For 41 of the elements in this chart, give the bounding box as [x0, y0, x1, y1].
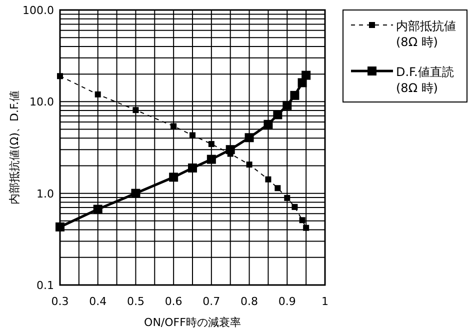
x-tick-label: 1 — [322, 295, 328, 308]
point — [190, 132, 196, 138]
y-axis-title: 内部抵抗値(Ω)、D.F.値 — [8, 90, 21, 205]
point — [206, 154, 216, 164]
point — [208, 141, 214, 148]
y-tick-label: 10.0 — [30, 96, 54, 109]
point — [264, 120, 273, 129]
x-tick-label: 0.5 — [126, 295, 144, 308]
point — [132, 107, 139, 114]
point — [57, 73, 63, 80]
point — [93, 204, 102, 214]
point — [244, 133, 254, 142]
point — [282, 100, 292, 110]
x-tick-label: 0.9 — [278, 295, 296, 308]
x-tick-label: 0.8 — [240, 295, 258, 308]
x-tick-label: 0.3 — [51, 295, 69, 308]
x-tick-label: 0.4 — [89, 295, 107, 308]
point — [188, 163, 197, 172]
point — [94, 91, 101, 98]
point — [284, 194, 290, 201]
point — [170, 123, 177, 130]
legend-label: D.F.値直読 (8Ω 時) — [396, 65, 454, 95]
point — [302, 70, 311, 80]
point — [265, 176, 272, 182]
point — [303, 224, 310, 231]
y-tick-label: 1.0 — [36, 187, 54, 200]
y-tick-label: 100.0 — [22, 4, 54, 17]
x-tick-label: 0.7 — [202, 295, 220, 308]
point — [292, 204, 298, 210]
point — [246, 162, 252, 168]
point — [290, 90, 300, 100]
point — [169, 172, 178, 182]
point — [56, 222, 64, 232]
x-tick-label: 0.6 — [164, 295, 182, 308]
legend-label: 内部抵抗値 (8Ω 時) — [396, 19, 456, 49]
x-axis-title: ON/OFF時の減衰率 — [144, 316, 241, 329]
point — [131, 188, 140, 198]
point — [273, 110, 282, 120]
point — [274, 185, 281, 192]
point — [299, 217, 306, 224]
y-tick-label: 0.1 — [36, 279, 54, 292]
